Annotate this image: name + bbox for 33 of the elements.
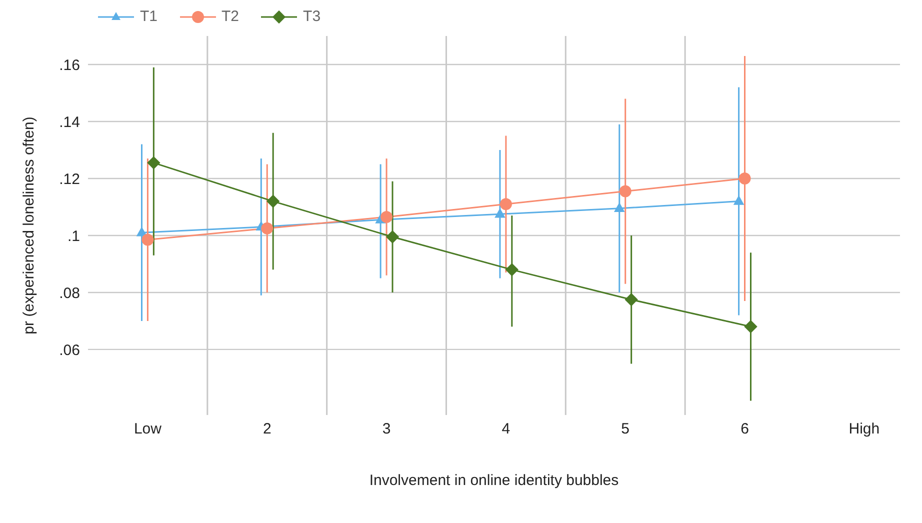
legend-label: T2 (222, 8, 240, 25)
y-tick-label: .1 (67, 228, 80, 245)
x-axis-title: Involvement in online identity bubbles (369, 472, 619, 489)
x-tick-label: 2 (262, 420, 272, 438)
point (386, 230, 400, 244)
point (266, 194, 280, 208)
point (614, 202, 625, 212)
x-tick-label: 4 (502, 420, 510, 438)
x-tick-label: 3 (382, 420, 391, 438)
point (505, 263, 519, 276)
point (142, 234, 154, 246)
y-tick-label: .08 (59, 284, 80, 302)
x-tick-label: 5 (621, 420, 630, 438)
legend-label: T3 (303, 8, 321, 25)
point (494, 208, 506, 218)
point (624, 292, 638, 306)
point (619, 185, 632, 198)
y-tick-label: .06 (59, 342, 80, 359)
x-tick-label: Low (134, 420, 162, 438)
point (261, 222, 274, 234)
legend-label: T1 (140, 8, 158, 25)
point (738, 172, 751, 184)
y-tick-label: .16 (59, 56, 80, 74)
point (744, 320, 758, 334)
point (147, 156, 160, 170)
point (733, 195, 744, 205)
y-axis-title: pr (experienced loneliness often) (20, 116, 38, 334)
point (380, 210, 393, 223)
x-tick-label: 6 (740, 420, 749, 438)
y-tick-label: .12 (59, 170, 80, 188)
y-tick-label: .14 (59, 114, 80, 131)
x-tick-label: High (848, 420, 880, 438)
point (500, 198, 512, 210)
